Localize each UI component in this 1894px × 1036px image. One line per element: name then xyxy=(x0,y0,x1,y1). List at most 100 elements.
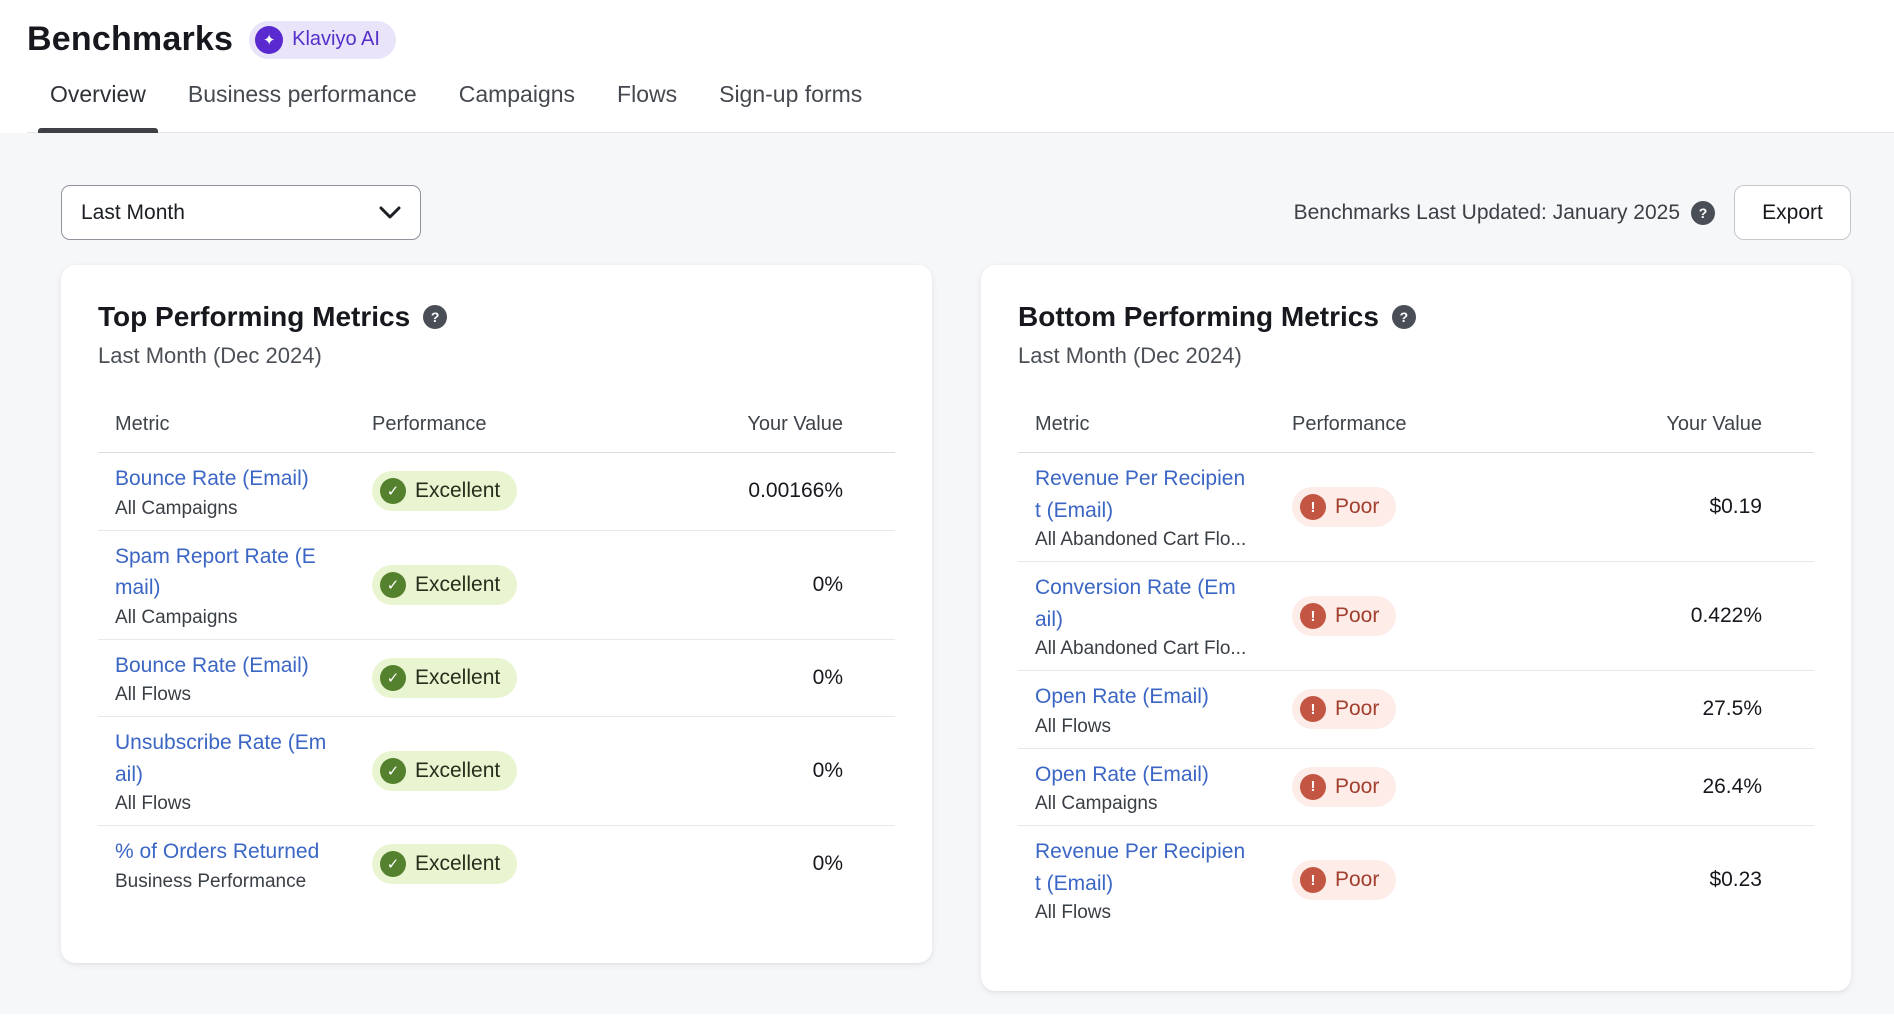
performance-cell: ! Poor xyxy=(1292,487,1574,527)
page-header: Benchmarks ✦ Klaviyo AI Overview Business… xyxy=(0,0,1894,133)
table-body: Bounce Rate (Email) All Campaigns ✓ Excelle… xyxy=(98,453,895,903)
help-icon[interactable]: ? xyxy=(1691,200,1715,225)
metric-link[interactable]: Bounce Rate (Email) xyxy=(115,653,309,677)
period-dropdown[interactable]: Last Month xyxy=(61,185,421,240)
metric-cell: Spam Report Rate (Email) All Campaigns xyxy=(98,541,372,629)
chevron-down-icon xyxy=(379,206,401,219)
metric-link[interactable]: Conversion Rate (Email) xyxy=(1035,576,1236,631)
metric-link[interactable]: Revenue Per Recipient (Email) xyxy=(1035,840,1246,895)
table-body: Revenue Per Recipient (Email) All Abandon… xyxy=(1018,453,1814,934)
metric-link[interactable]: Revenue Per Recipient (Email) xyxy=(1035,467,1246,522)
sparkle-icon: ✦ xyxy=(255,25,284,54)
status-label: Excellent xyxy=(415,852,501,876)
last-updated-text: Benchmarks Last Updated: January 2025 xyxy=(1293,200,1680,224)
metric-cell: Revenue Per Recipient (Email) All Flows xyxy=(1018,836,1292,924)
value-cell: 0% xyxy=(812,665,843,689)
toolbar: Last Month Benchmarks Last Updated: Janu… xyxy=(61,185,1851,240)
content-area: Last Month Benchmarks Last Updated: Janu… xyxy=(0,133,1894,1014)
export-button[interactable]: Export xyxy=(1734,185,1851,240)
table-row: Revenue Per Recipient (Email) All Abandon… xyxy=(1018,453,1814,562)
metric-scope: All Flows xyxy=(1035,715,1112,737)
alert-circle-icon: ! xyxy=(1300,603,1326,629)
performance-cell: ✓ Excellent xyxy=(372,657,655,698)
status-badge: ! Poor xyxy=(1292,596,1397,636)
metric-cell: Conversion Rate (Email) All Abandoned Car… xyxy=(1018,572,1292,660)
value-cell: $0.23 xyxy=(1709,868,1762,891)
table-header: Metric Performance Your Value xyxy=(98,413,895,453)
toolbar-right: Benchmarks Last Updated: January 2025 ? … xyxy=(1294,185,1851,240)
tab-overview[interactable]: Overview xyxy=(38,81,158,133)
metric-cell: Open Rate (Email) All Flows xyxy=(1018,681,1292,738)
check-circle-icon: ✓ xyxy=(380,478,406,505)
status-badge: ✓ Excellent xyxy=(372,564,518,605)
status-label: Excellent xyxy=(415,479,501,503)
table-row: Open Rate (Email) All Flows! Poor 27.5% xyxy=(1018,671,1814,749)
performance-cell: ✓ Excellent xyxy=(372,751,655,791)
col-header-value: Your Value xyxy=(747,413,843,435)
status-label: Excellent xyxy=(415,759,501,782)
performance-cell: ! Poor xyxy=(1292,766,1574,807)
status-label: Poor xyxy=(1335,774,1380,798)
value-cell: 26.4% xyxy=(1702,774,1762,798)
metric-cell: Revenue Per Recipient (Email) All Abandon… xyxy=(1018,463,1292,551)
col-header-metric: Metric xyxy=(1035,413,1090,435)
check-circle-icon: ✓ xyxy=(380,571,406,598)
metric-scope: Business Performance xyxy=(115,870,307,892)
metric-cell: % of Orders Returned Business Performance xyxy=(98,836,372,893)
metrics-table: Metric Performance Your Value Revenue Pe… xyxy=(1018,413,1814,934)
status-label: Poor xyxy=(1335,868,1380,891)
status-label: Excellent xyxy=(415,572,501,596)
table-header: Metric Performance Your Value xyxy=(1018,413,1814,453)
metric-scope: All Abandoned Cart Flo... xyxy=(1035,529,1247,550)
table-row: Bounce Rate (Email) All Flows ✓ Excellent 0% xyxy=(98,640,895,717)
status-label: Poor xyxy=(1335,604,1380,627)
klaviyo-ai-badge: ✦ Klaviyo AI xyxy=(249,20,396,59)
status-badge: ! Poor xyxy=(1292,766,1397,807)
metric-cell: Open Rate (Email) All Campaigns xyxy=(1018,759,1292,816)
card-title: Bottom Performing Metrics xyxy=(1018,301,1379,332)
metric-scope: All Flows xyxy=(115,793,192,814)
tab-business-performance[interactable]: Business performance xyxy=(187,81,417,107)
value-cell: $0.19 xyxy=(1709,495,1762,518)
tab-flows[interactable]: Flows xyxy=(617,81,678,107)
help-icon[interactable]: ? xyxy=(1391,305,1416,329)
tab-campaigns[interactable]: Campaigns xyxy=(458,81,576,107)
metric-link[interactable]: % of Orders Returned xyxy=(115,840,320,863)
top-performing-card: Top Performing Metrics ? Last Month (Dec… xyxy=(61,265,932,963)
alert-circle-icon: ! xyxy=(1300,867,1326,893)
status-label: Poor xyxy=(1335,697,1380,721)
col-header-metric: Metric xyxy=(115,413,170,435)
metric-link[interactable]: Bounce Rate (Email) xyxy=(115,467,309,490)
value-cell: 0.00166% xyxy=(748,479,843,503)
value-cell: 0% xyxy=(812,852,843,876)
alert-circle-icon: ! xyxy=(1300,696,1326,723)
performance-cell: ! Poor xyxy=(1292,860,1574,900)
klaviyo-ai-label: Klaviyo AI xyxy=(292,28,380,50)
alert-circle-icon: ! xyxy=(1300,773,1326,800)
check-circle-icon: ✓ xyxy=(380,851,406,878)
table-row: Revenue Per Recipient (Email) All Flows! P… xyxy=(1018,826,1814,934)
help-icon[interactable]: ? xyxy=(423,305,448,329)
metric-link[interactable]: Unsubscribe Rate (Email) xyxy=(115,731,327,786)
value-cell: 27.5% xyxy=(1702,697,1762,721)
performance-cell: ✓ Excellent xyxy=(372,564,655,605)
status-badge: ! Poor xyxy=(1292,860,1397,900)
metric-link[interactable]: Open Rate (Email) xyxy=(1035,685,1209,708)
tab-sign-up-forms[interactable]: Sign-up forms xyxy=(719,81,863,107)
metric-cell: Unsubscribe Rate (Email) All Flows xyxy=(98,727,372,815)
metric-scope: All Campaigns xyxy=(115,497,238,519)
value-cell: 0% xyxy=(812,572,843,596)
value-cell: 0% xyxy=(812,759,843,782)
col-header-performance: Performance xyxy=(372,413,487,435)
check-circle-icon: ✓ xyxy=(380,664,406,691)
col-header-value: Your Value xyxy=(1666,413,1762,435)
table-row: Conversion Rate (Email) All Abandoned Car… xyxy=(1018,562,1814,671)
value-cell: 0.422% xyxy=(1690,604,1762,627)
performance-cell: ✓ Excellent xyxy=(372,844,655,885)
metric-link[interactable]: Open Rate (Email) xyxy=(1035,762,1209,786)
cards-row: Top Performing Metrics ? Last Month (Dec… xyxy=(61,265,1851,991)
status-badge: ✓ Excellent xyxy=(372,751,518,791)
col-header-performance: Performance xyxy=(1292,413,1407,435)
metric-link[interactable]: Spam Report Rate (Email) xyxy=(115,544,316,600)
metric-scope: All Campaigns xyxy=(1035,793,1158,814)
